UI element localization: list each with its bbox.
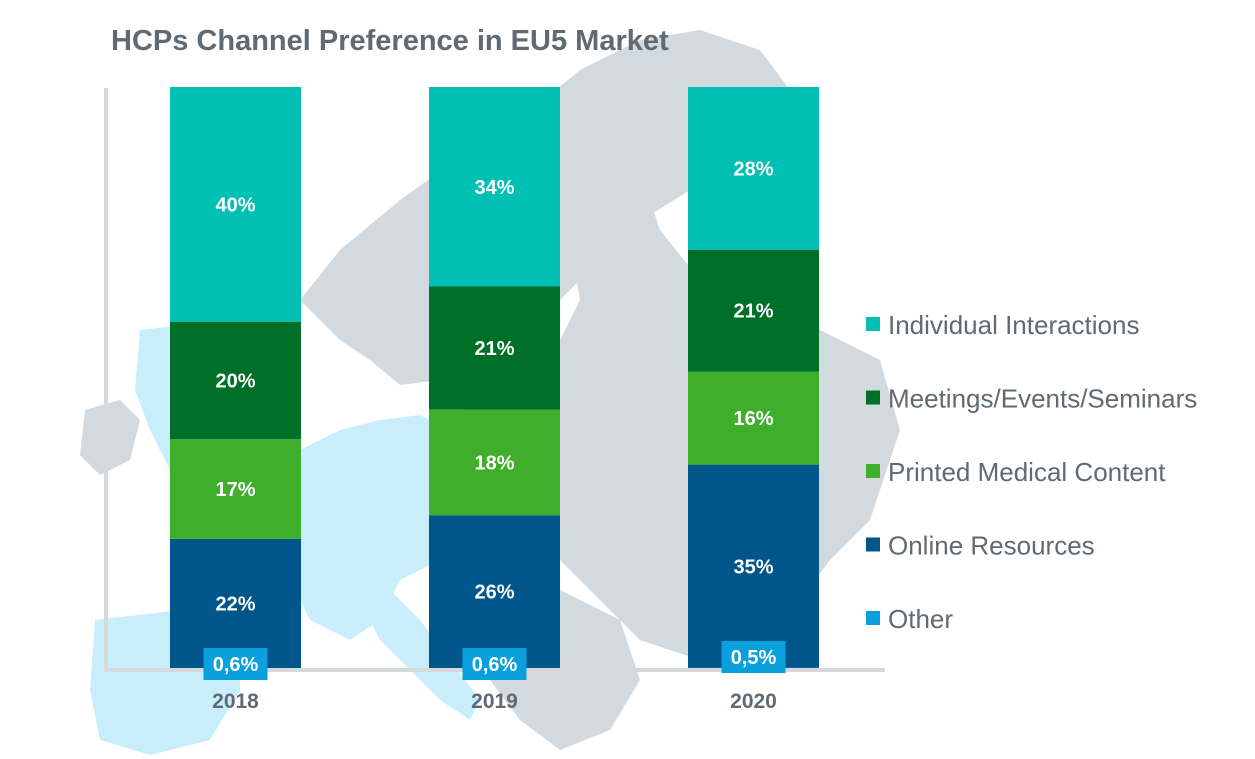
bar-segment-printed-medical-content-2019 <box>429 409 560 516</box>
other-label-2019: 0,6% <box>472 654 518 676</box>
other-badge-2019 <box>462 648 527 680</box>
bar-segment-online-resources-2018 <box>170 538 301 668</box>
legend-label-individual-interactions: Individual Interactions <box>888 310 1139 340</box>
legend-label-printed-medical-content: Printed Medical Content <box>888 457 1166 487</box>
data-label-meetings-events-seminars-2019: 21% <box>474 338 514 360</box>
data-label-individual-interactions-2019: 34% <box>474 177 514 199</box>
x-tick-labels: 2018 2019 2020 <box>212 690 777 713</box>
data-label-online-resources-2019: 26% <box>474 582 514 604</box>
bar-segment-printed-medical-content-2018 <box>170 439 301 539</box>
other-badge-2020 <box>721 641 786 673</box>
data-label-printed-medical-content-2019: 18% <box>474 453 514 475</box>
data-label-online-resources-2018: 22% <box>215 593 255 615</box>
bar-segment-individual-interactions-2019 <box>429 87 560 287</box>
data-label-online-resources-2020: 35% <box>733 556 773 578</box>
bar-segment-meetings-events-seminars-2018 <box>170 321 301 440</box>
other-label-2018: 0,6% <box>213 654 259 676</box>
bars-group: 22% 17% 20% 40% 0,6% 26% 18% 21% 34% 0,6% 35% 16% 21… <box>170 87 819 680</box>
bar-segment-online-resources-2019 <box>429 515 560 668</box>
bar-segment-printed-medical-content-2020 <box>688 371 819 465</box>
other-label-2020: 0,5% <box>731 647 777 669</box>
bar-segment-meetings-events-seminars-2019 <box>429 286 560 410</box>
x-tick-2020: 2020 <box>730 690 777 713</box>
data-label-individual-interactions-2020: 28% <box>733 158 773 180</box>
data-label-printed-medical-content-2020: 16% <box>733 408 773 430</box>
data-label-meetings-events-seminars-2020: 21% <box>733 301 773 323</box>
legend-label-other: Other <box>888 604 953 634</box>
legend-swatch-other <box>866 611 880 625</box>
map-ireland <box>80 400 140 475</box>
data-label-printed-medical-content-2018: 17% <box>215 479 255 501</box>
legend-swatch-meetings-events-seminars <box>866 390 880 405</box>
map-italy <box>360 590 480 720</box>
data-label-individual-interactions-2018: 40% <box>215 194 255 216</box>
legend-swatch-printed-medical-content <box>866 464 880 478</box>
legend-swatch-individual-interactions <box>866 317 880 331</box>
bar-segment-online-resources-2020 <box>688 464 819 668</box>
chart-title: HCPs Channel Preference in EU5 Market <box>111 25 669 57</box>
map-central-europe <box>270 415 470 640</box>
legend: Individual Interactions Meetings/Events/S… <box>866 310 1197 634</box>
legend-label-online-resources: Online Resources <box>888 531 1095 561</box>
bar-segment-meetings-events-seminars-2020 <box>688 249 819 372</box>
bar-segment-individual-interactions-2020 <box>688 87 819 250</box>
bar-segment-individual-interactions-2018 <box>170 87 301 322</box>
legend-swatch-online-resources <box>866 537 880 552</box>
legend-label-meetings-events-seminars: Meetings/Events/Seminars <box>888 384 1197 414</box>
data-label-meetings-events-seminars-2018: 20% <box>215 370 255 392</box>
x-tick-2019: 2019 <box>471 690 518 713</box>
x-tick-2018: 2018 <box>212 690 259 713</box>
other-badge-2018 <box>203 648 268 680</box>
